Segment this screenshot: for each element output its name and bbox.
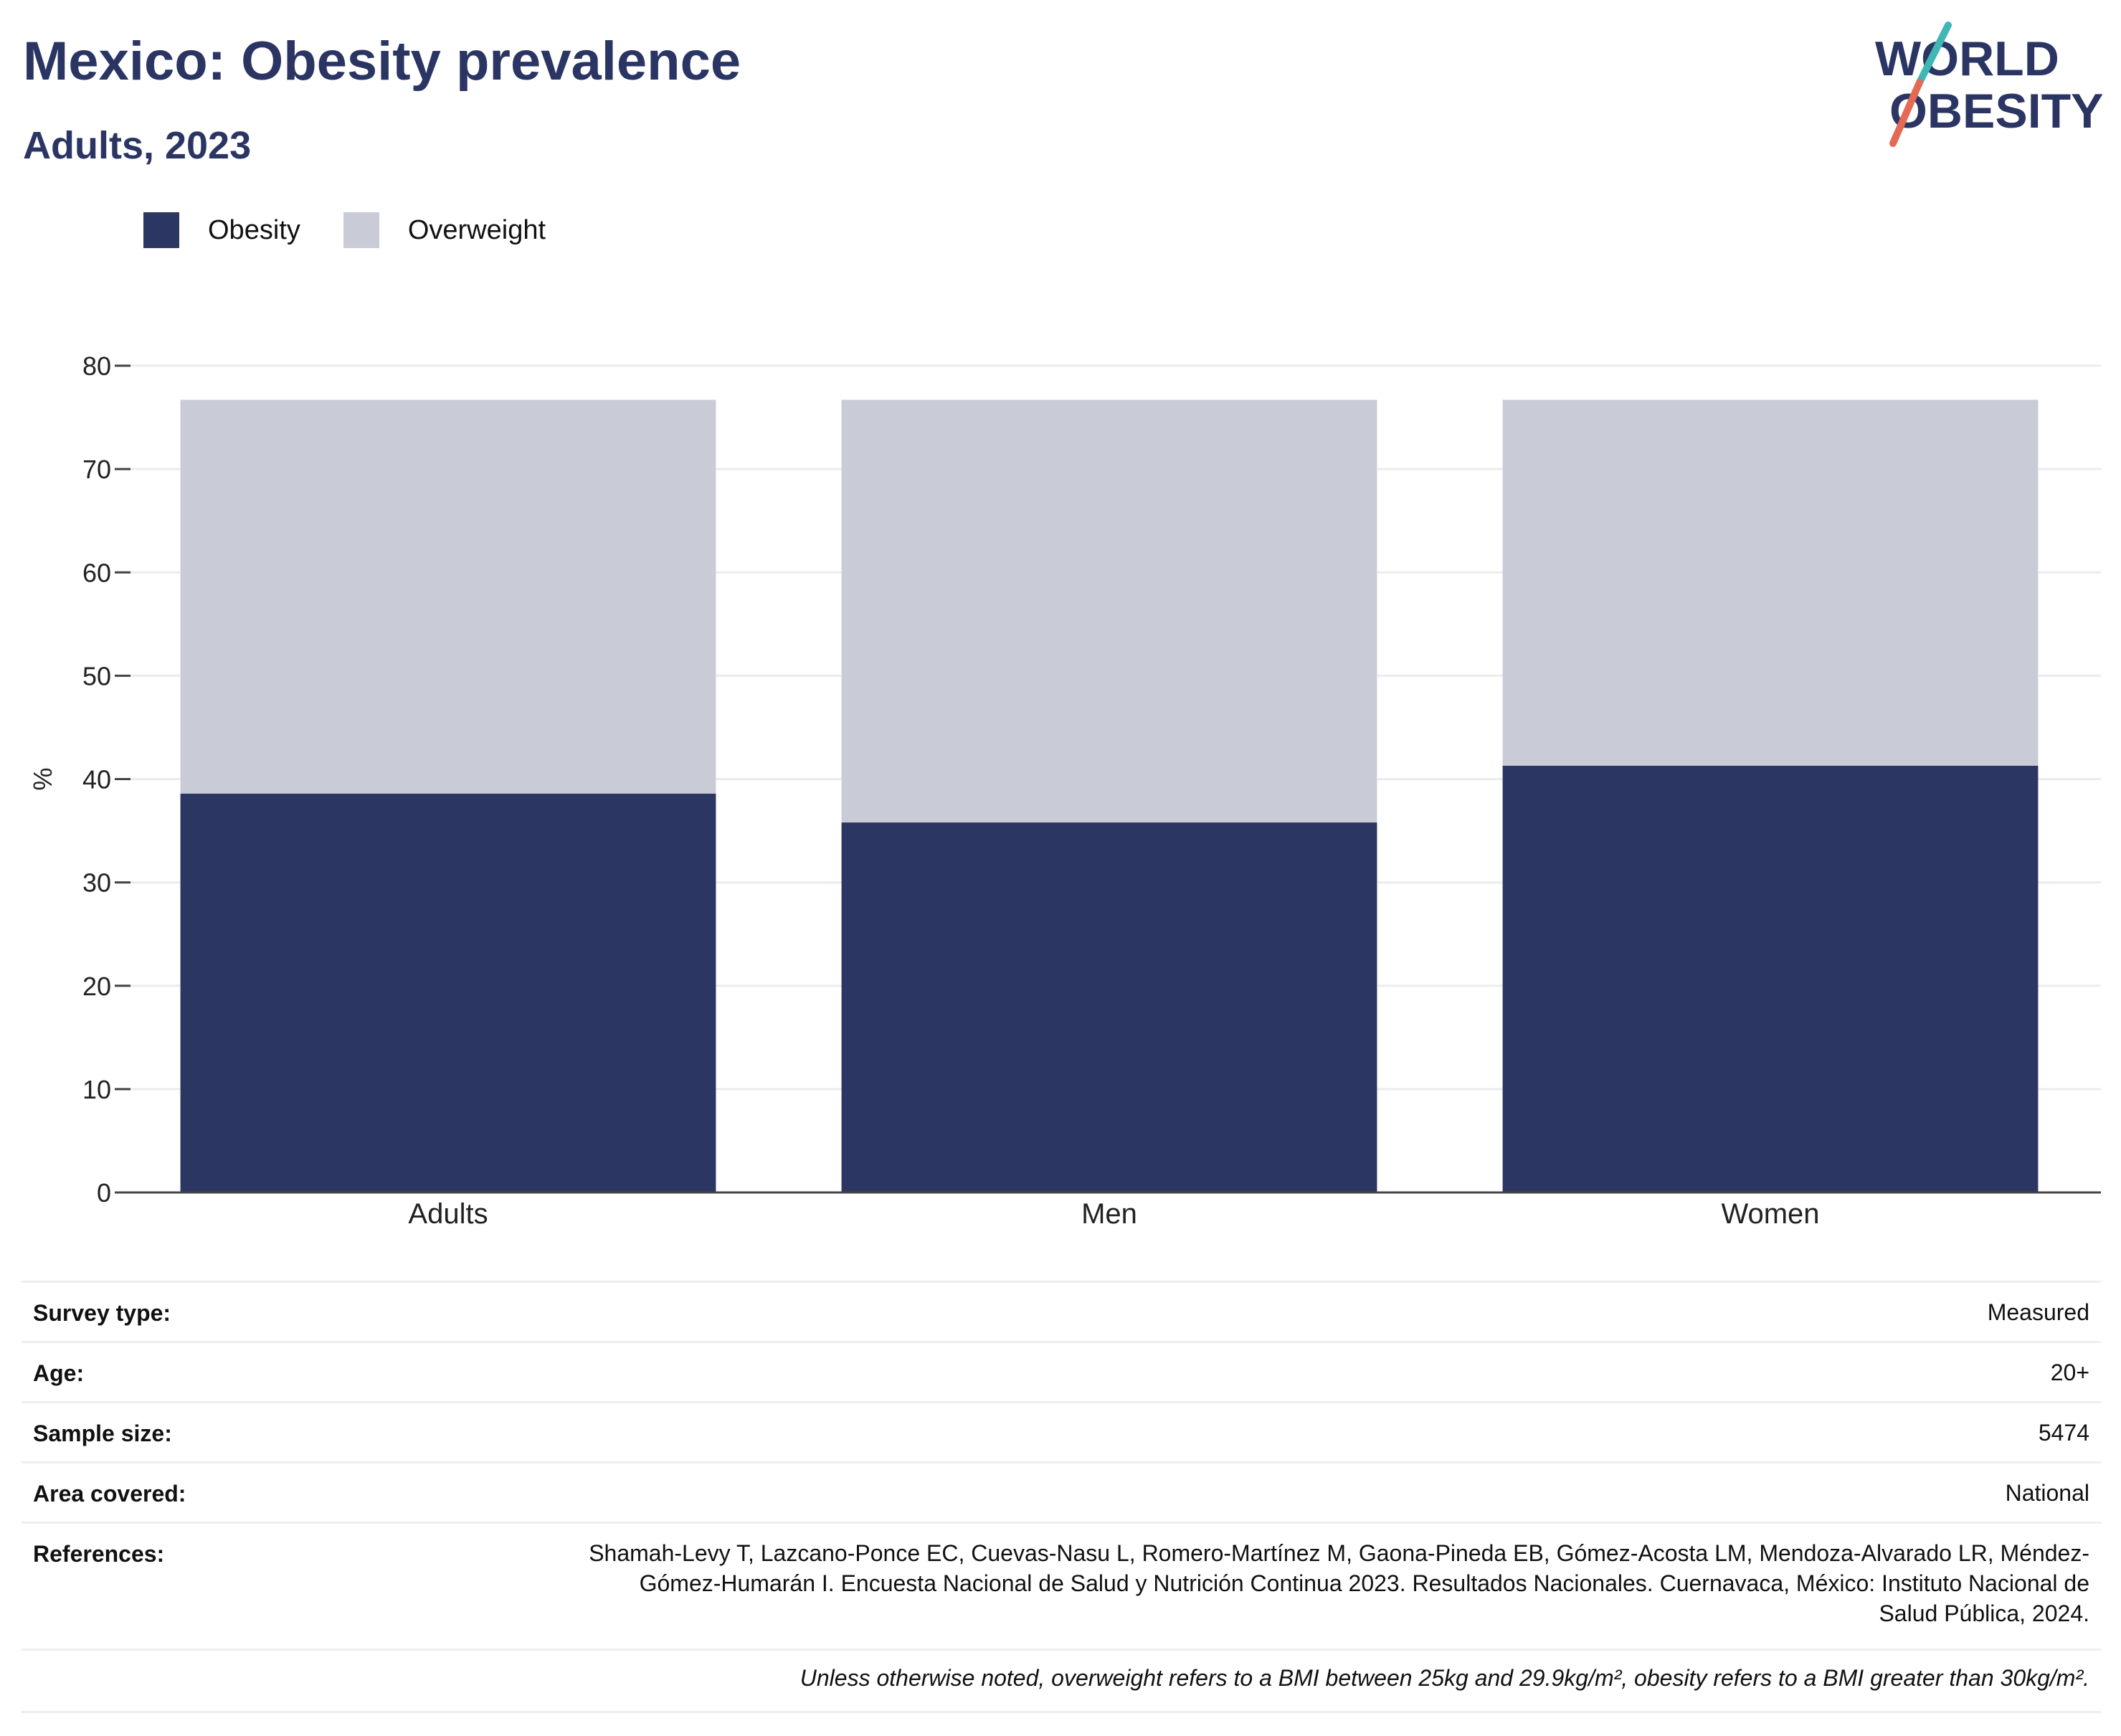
chart-subtitle: Adults, 2023 [23, 124, 252, 167]
y-tick-label: 20 [82, 972, 111, 1001]
y-tick-label: 30 [82, 868, 111, 898]
area-covered-value: National [2005, 1480, 2089, 1506]
bar-overweight-adults [180, 399, 716, 794]
bar-obesity-men [841, 822, 1377, 1192]
references-value: Shamah-Levy T, Lazcano-Ponce EC, Cuevas-… [589, 1540, 2089, 1626]
y-tick-label: 60 [82, 558, 111, 587]
info-row-survey-type: Survey type: Measured [22, 1281, 2101, 1341]
bmi-footnote: Unless otherwise noted, overweight refer… [22, 1649, 2101, 1713]
chart-legend: Obesity Overweight [143, 212, 589, 248]
legend-label-overweight: Overweight [407, 214, 546, 245]
legend-item-overweight[interactable]: Overweight [343, 212, 546, 248]
bar-obesity-adults [180, 793, 716, 1192]
y-tick-label: 0 [97, 1178, 111, 1208]
bar-overweight-men [841, 399, 1377, 823]
survey-info-table: Survey type: Measured Age: 20+ Sample si… [22, 1281, 2101, 1713]
legend-item-obesity[interactable]: Obesity [143, 212, 300, 248]
sample-size-value: 5474 [2038, 1420, 2089, 1446]
x-tick-label: Women [1721, 1198, 1819, 1230]
x-tick-label: Men [1081, 1198, 1137, 1230]
legend-swatch-obesity [143, 212, 179, 248]
y-tick-label: 10 [82, 1075, 111, 1104]
y-axis-label: % [28, 767, 57, 790]
logo-teal-slash [1916, 22, 1952, 86]
y-tick-label: 70 [82, 455, 111, 484]
logo-coral-slash [1889, 79, 1923, 147]
chart-title: Mexico: Obesity prevalence [23, 31, 741, 92]
y-tick-label: 50 [82, 661, 111, 691]
info-row-references: References: Shamah-Levy T, Lazcano-Ponce… [22, 1522, 2101, 1649]
age-value: 20+ [2050, 1360, 2089, 1385]
x-tick-label: Adults [408, 1198, 488, 1230]
legend-label-obesity: Obesity [208, 214, 300, 245]
logo-text-world: WORLD [1875, 32, 2059, 86]
bar-chart: 0 10 20 30 40 50 60 70 80% Adults Men Women [28, 351, 2101, 1230]
survey-type-label: Survey type: [33, 1300, 171, 1326]
y-tick-label: 40 [82, 765, 111, 795]
survey-type-value: Measured [1987, 1299, 2089, 1325]
info-row-area-covered: Area covered: National [22, 1461, 2101, 1522]
y-tick-label: 80 [82, 351, 111, 381]
age-label: Age: [33, 1360, 85, 1386]
sample-size-label: Sample size: [33, 1420, 172, 1446]
references-label: References: [33, 1541, 165, 1567]
world-obesity-logo: WORLD OBESITY [1875, 22, 2104, 147]
bar-obesity-women [1502, 765, 2039, 1192]
info-row-age: Age: 20+ [22, 1341, 2101, 1401]
logo-text-obesity: OBESITY [1889, 84, 2104, 138]
bar-overweight-women [1502, 399, 2039, 766]
area-covered-label: Area covered: [33, 1481, 186, 1507]
legend-swatch-overweight [343, 212, 379, 248]
info-row-sample-size: Sample size: 5474 [22, 1401, 2101, 1461]
